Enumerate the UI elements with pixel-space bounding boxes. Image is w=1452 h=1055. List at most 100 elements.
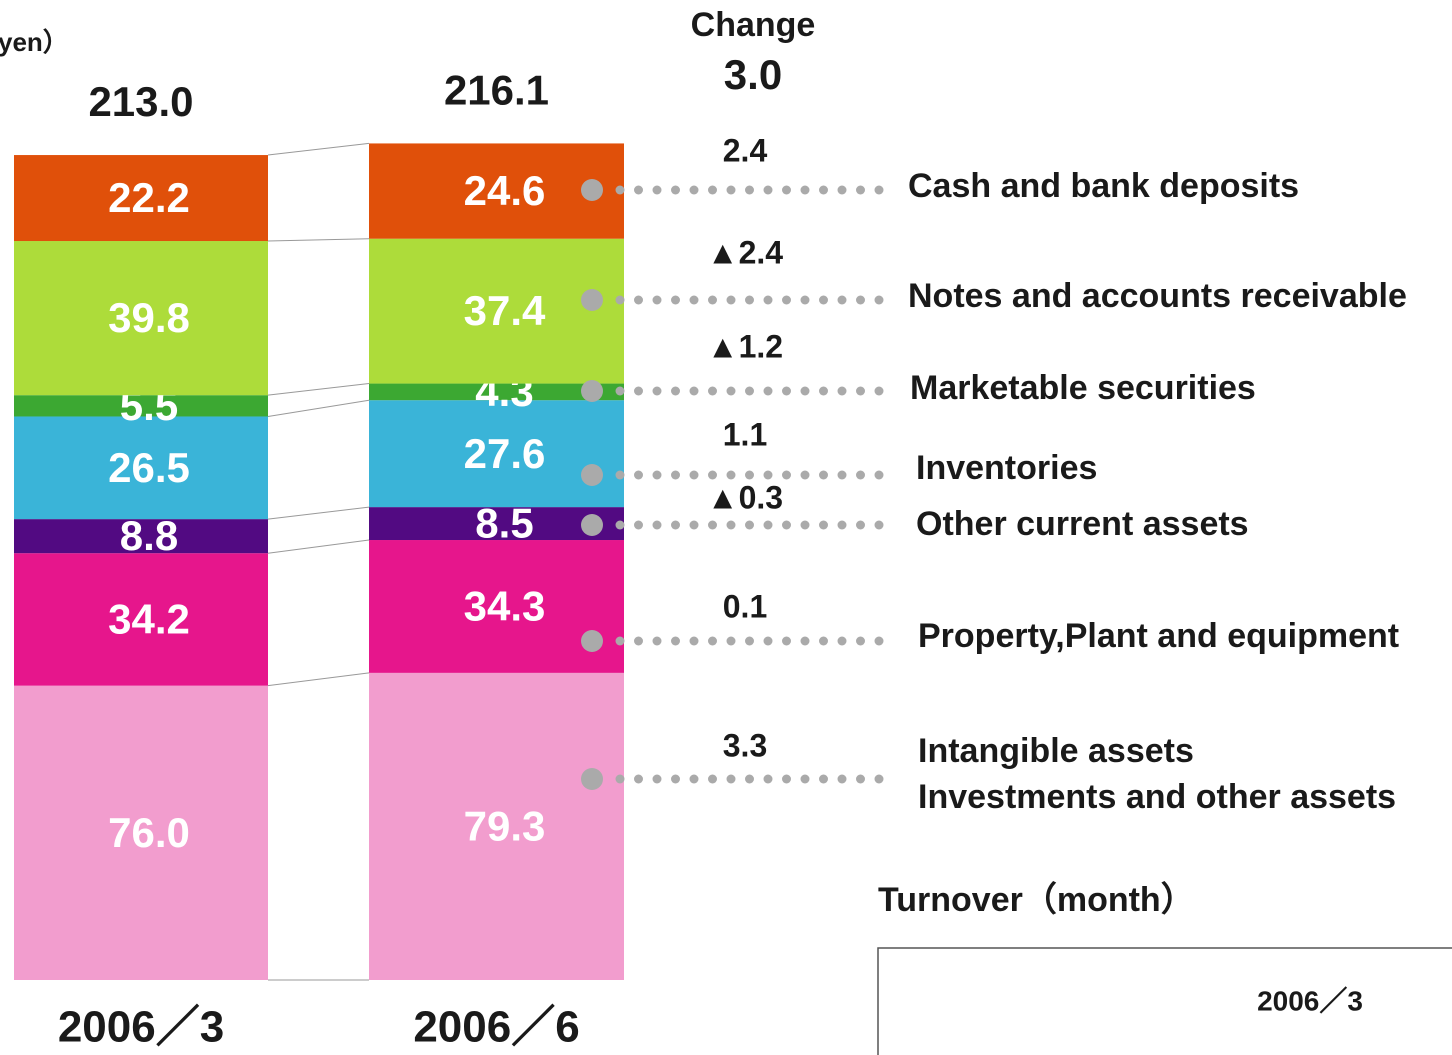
leader-dot	[615, 636, 625, 646]
leader-dot	[671, 386, 680, 396]
leader-dot	[652, 185, 662, 195]
leader-dot	[726, 520, 736, 530]
leader-dot	[708, 636, 717, 646]
leader-dot	[581, 464, 603, 486]
leader-dot	[856, 470, 865, 480]
bar-segment	[369, 238, 624, 384]
leader-dot	[689, 185, 699, 195]
leader-dot	[634, 386, 643, 396]
legend-label: Notes and accounts receivable	[908, 277, 1407, 315]
leader-dot	[671, 636, 680, 646]
leader-dot	[874, 520, 884, 530]
leader-dot	[671, 185, 680, 195]
bar-segment	[14, 155, 268, 242]
legend-label: Marketable securities	[910, 369, 1256, 407]
leader-dot	[581, 380, 603, 402]
leader-dot	[782, 295, 791, 305]
unit-label: yen）	[0, 27, 69, 57]
change-label: ▲0.3	[707, 479, 783, 515]
leader-dot	[745, 295, 754, 305]
legend-label: Inventories	[916, 449, 1097, 487]
leader-dot	[708, 520, 717, 530]
change-total: 3.0	[724, 51, 782, 98]
leader-dot	[634, 636, 643, 646]
turnover-column: 2006／3	[1257, 985, 1363, 1016]
leader-dot	[782, 520, 791, 530]
bar-segment	[14, 519, 268, 554]
leader-dot	[689, 295, 699, 305]
leader-dot	[856, 295, 865, 305]
leader-dot	[856, 774, 865, 784]
leader-dot	[581, 514, 603, 536]
bar-segment	[369, 672, 624, 980]
leader-dot	[874, 295, 884, 305]
leader-dot	[763, 386, 773, 396]
leader-dot	[634, 295, 643, 305]
data-label: 39.8	[108, 294, 190, 341]
leader-dot	[782, 470, 791, 480]
leader-dot	[726, 386, 736, 396]
leader-dot	[726, 470, 736, 480]
leader-dot	[745, 386, 754, 396]
change-label: ▲1.2	[707, 328, 783, 364]
data-label: 8.5	[475, 500, 533, 547]
data-label: 79.3	[464, 803, 546, 850]
leader-dot	[782, 636, 791, 646]
leader-dot	[874, 185, 884, 195]
x-tick-label: 2006／3	[58, 1003, 224, 1052]
connector	[267, 383, 370, 396]
leader-dot	[726, 185, 736, 195]
change-label: 2.4	[723, 132, 768, 168]
leader-dot	[708, 185, 717, 195]
leader-dot	[689, 470, 699, 480]
turnover-box	[877, 947, 1452, 1055]
leader-dot	[581, 289, 603, 311]
leader-dot	[819, 520, 828, 530]
connector	[267, 672, 370, 687]
leader-dot	[819, 774, 828, 784]
leader-dot	[800, 636, 810, 646]
leader-dot	[581, 630, 603, 652]
leader-dot	[726, 636, 736, 646]
connector	[267, 506, 370, 520]
legend-label: Investments and other assets	[918, 778, 1396, 816]
leader-dot	[689, 774, 699, 784]
leader-dot	[819, 295, 828, 305]
leader-dot	[763, 520, 773, 530]
leader-dot	[800, 774, 810, 784]
leader-dot	[856, 185, 865, 195]
leader-dot	[837, 470, 847, 480]
leader-dot	[708, 470, 717, 480]
leader-dot	[837, 295, 847, 305]
data-label: 27.6	[464, 430, 546, 477]
leader-dot	[652, 295, 662, 305]
bar-segment	[369, 400, 624, 508]
connector	[267, 399, 370, 417]
bar-segment	[14, 416, 268, 520]
change-label: 3.3	[723, 727, 767, 763]
bar-segment	[14, 553, 268, 686]
leader-dot	[652, 636, 662, 646]
leader-dot	[671, 774, 680, 784]
total-label: 213.0	[88, 78, 193, 125]
legend-label: Cash and bank deposits	[908, 167, 1299, 205]
bar-segment	[14, 241, 268, 396]
leader-dot	[837, 636, 847, 646]
leader-dot	[819, 185, 828, 195]
bar-segment	[14, 395, 268, 417]
connector	[267, 539, 370, 554]
leader-dot	[671, 295, 680, 305]
leader-dot	[726, 774, 736, 784]
leader-dot	[856, 520, 865, 530]
leader-dot	[652, 774, 662, 784]
leader-dot	[581, 179, 603, 201]
change-title: Change	[691, 6, 816, 44]
leader-dot	[689, 520, 699, 530]
leader-dot	[726, 295, 736, 305]
data-label: 37.4	[464, 287, 546, 334]
bar-segment	[369, 383, 624, 401]
leader-dot	[874, 774, 884, 784]
leader-dot	[652, 386, 662, 396]
data-label: 34.3	[464, 583, 546, 630]
